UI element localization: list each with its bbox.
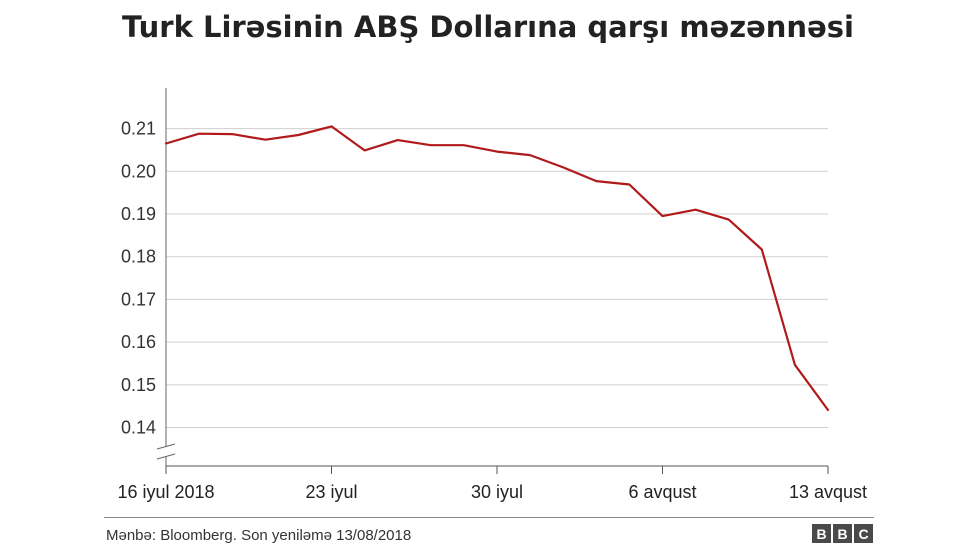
y-tick-label: 0.19 (121, 204, 156, 224)
axis-break-mark (156, 453, 176, 460)
source-note: Mənbə: Bloomberg. Son yeniləmə 13/08/201… (106, 527, 412, 544)
x-tick-label: 30 iyul (471, 482, 523, 502)
exchange-rate-line (164, 125, 830, 412)
bbc-logo-letter: B (812, 524, 831, 543)
bbc-logo-letter: C (854, 524, 873, 543)
y-tick-label: 0.18 (121, 247, 156, 267)
x-axis: 16 iyul 2018 23 iyul 30 iyul 6 avqust 13 avq… (117, 465, 867, 502)
y-tick-label: 0.21 (121, 119, 156, 139)
chart-title: Turk Lirəsinin ABŞ Dollarına qarşı məzən… (122, 10, 854, 44)
x-tick-label: 23 iyul (305, 482, 357, 502)
y-tick-label: 0.16 (121, 332, 156, 352)
axis-break-mark (156, 443, 176, 450)
grid-lines (166, 128, 828, 429)
y-tick-label: 0.17 (121, 289, 156, 309)
bbc-logo: B B C (812, 524, 873, 543)
x-tick-label: 16 iyul 2018 (117, 482, 214, 502)
y-axis: 0.14 0.15 0.16 0.17 0.18 0.19 0.20 0.21 (121, 88, 176, 466)
y-tick-label: 0.14 (121, 418, 156, 438)
bbc-logo-letter: B (833, 524, 852, 543)
y-tick-label: 0.15 (121, 375, 156, 395)
x-tick-label: 13 avqust (789, 482, 867, 502)
footer-divider (104, 517, 874, 518)
x-tick-label: 6 avqust (628, 482, 696, 502)
series-layer (164, 125, 830, 412)
y-tick-label: 0.20 (121, 161, 156, 181)
